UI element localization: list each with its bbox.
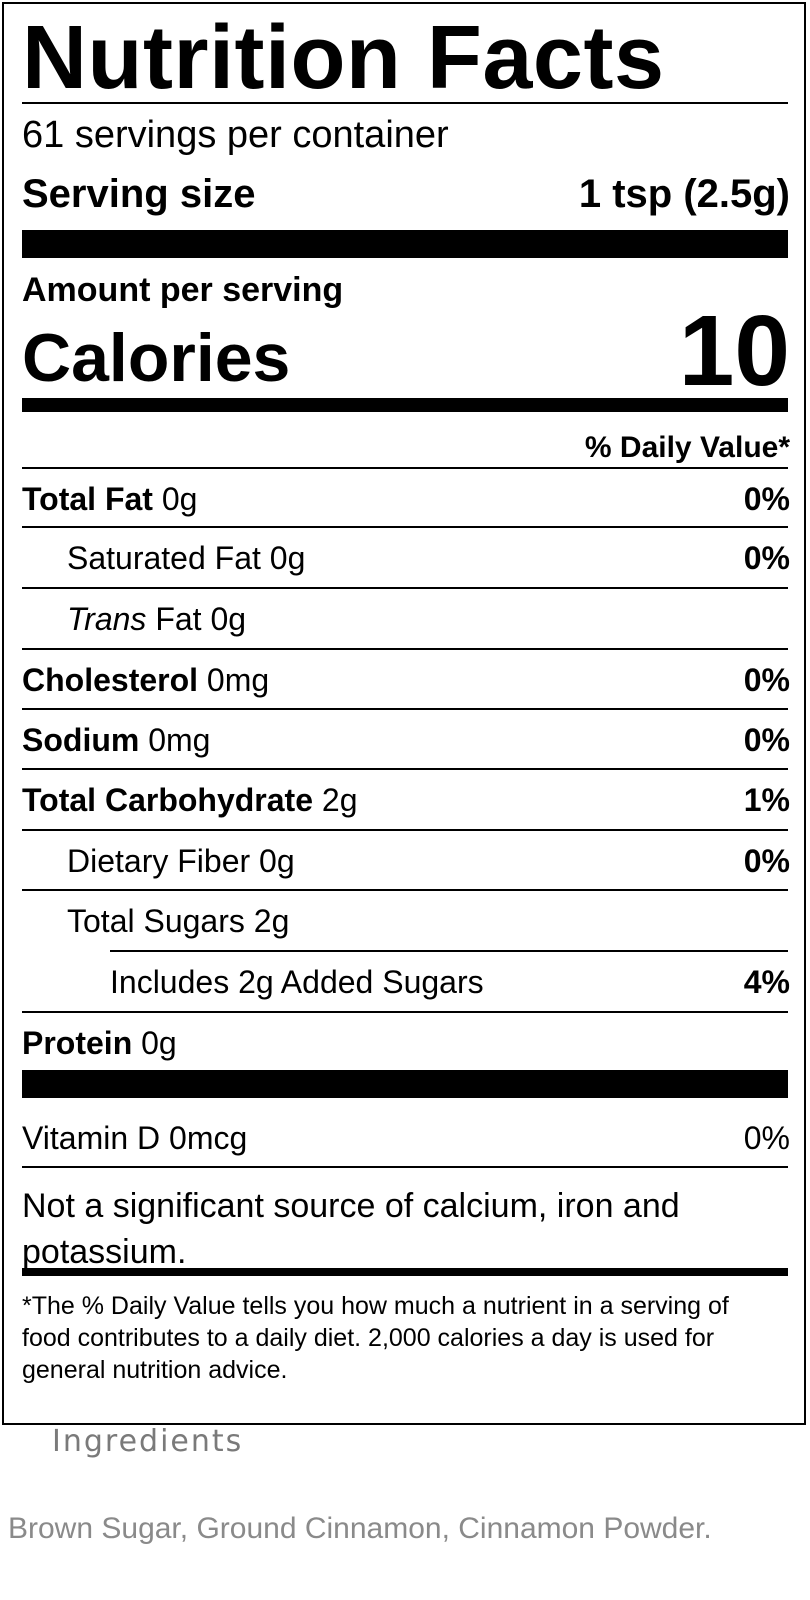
divider	[22, 1166, 788, 1168]
thick-divider	[22, 1070, 788, 1098]
nutrient-name: Protein 0g	[22, 1025, 177, 1061]
nutrient-name: Total Fat 0g	[22, 481, 198, 517]
nutrient-name: Trans Fat 0g	[67, 601, 247, 637]
nutrient-row-trans-fat: Trans Fat 0g	[0, 589, 810, 649]
nutrient-row-protein: Protein 0g	[0, 1013, 810, 1073]
divider	[22, 708, 788, 710]
nutrient-row-total-fat: Total Fat 0g 0%	[0, 469, 810, 529]
nutrient-name: Dietary Fiber 0g	[67, 843, 295, 879]
servings-per-container: 61 servings per container	[22, 114, 449, 156]
nutrient-daily-value: 0%	[743, 722, 790, 758]
divider	[22, 467, 788, 469]
nutrient-row-dietary-fiber: Dietary Fiber 0g 0%	[0, 831, 810, 891]
nutrient-row-total-sugars: Total Sugars 2g	[0, 891, 810, 951]
ingredients-heading: Ingredients	[52, 1424, 244, 1459]
nutrient-daily-value: 0%	[743, 662, 790, 698]
divider	[22, 587, 788, 589]
ingredients-list: Brown Sugar, Ground Cinnamon, Cinnamon P…	[8, 1512, 712, 1545]
nutrient-name: Includes 2g Added Sugars	[110, 964, 484, 1000]
nutrient-name: Vitamin D 0mcg	[22, 1120, 248, 1156]
nutrient-row-cholesterol: Cholesterol 0mg 0%	[0, 650, 810, 710]
divider	[22, 889, 788, 891]
nutrient-name: Cholesterol 0mg	[22, 662, 270, 698]
nutrient-daily-value: 1%	[743, 782, 790, 818]
divider	[22, 1268, 788, 1276]
calories-value: 10	[678, 295, 790, 407]
divider	[22, 1011, 788, 1013]
label-title: Nutrition Facts	[22, 8, 665, 108]
nutrient-name: Sodium 0mg	[22, 722, 211, 758]
serving-size-label: Serving size	[22, 172, 256, 216]
divider	[22, 768, 788, 770]
nutrient-daily-value: 4%	[743, 964, 790, 1000]
amount-per-serving: Amount per serving	[22, 271, 344, 309]
divider	[110, 950, 788, 952]
calories-label: Calories	[22, 320, 291, 396]
nutrient-name: Saturated Fat 0g	[67, 540, 306, 576]
nutrient-daily-value: 0%	[743, 1120, 790, 1156]
nutrient-name: Total Sugars 2g	[67, 903, 290, 939]
nutrient-row-vitamin-d: Vitamin D 0mcg 0%	[0, 1108, 810, 1168]
thick-divider	[22, 230, 788, 258]
serving-size-value: 1 tsp (2.5g)	[578, 172, 790, 216]
medium-divider	[22, 398, 788, 412]
divider	[22, 526, 788, 528]
divider	[22, 829, 788, 831]
nutrient-daily-value: 0%	[743, 843, 790, 879]
divider	[22, 648, 788, 650]
nutrient-name: Total Carbohydrate 2g	[22, 782, 358, 818]
nutrition-facts-label	[2, 2, 806, 1425]
nutrient-row-saturated-fat: Saturated Fat 0g 0%	[0, 528, 810, 588]
daily-value-footnote: *The % Daily Value tells you how much a …	[22, 1292, 729, 1384]
nutrient-row-added-sugars: Includes 2g Added Sugars 4%	[0, 952, 810, 1012]
daily-value-header: % Daily Value*	[584, 431, 790, 464]
nutrient-daily-value: 0%	[743, 540, 790, 576]
nutrient-row-total-carbohydrate: Total Carbohydrate 2g 1%	[0, 770, 810, 830]
not-significant-note: Not a significant source of calcium, iro…	[22, 1187, 680, 1271]
divider	[22, 102, 788, 104]
nutrient-row-sodium: Sodium 0mg 0%	[0, 710, 810, 770]
nutrient-daily-value: 0%	[743, 481, 790, 517]
